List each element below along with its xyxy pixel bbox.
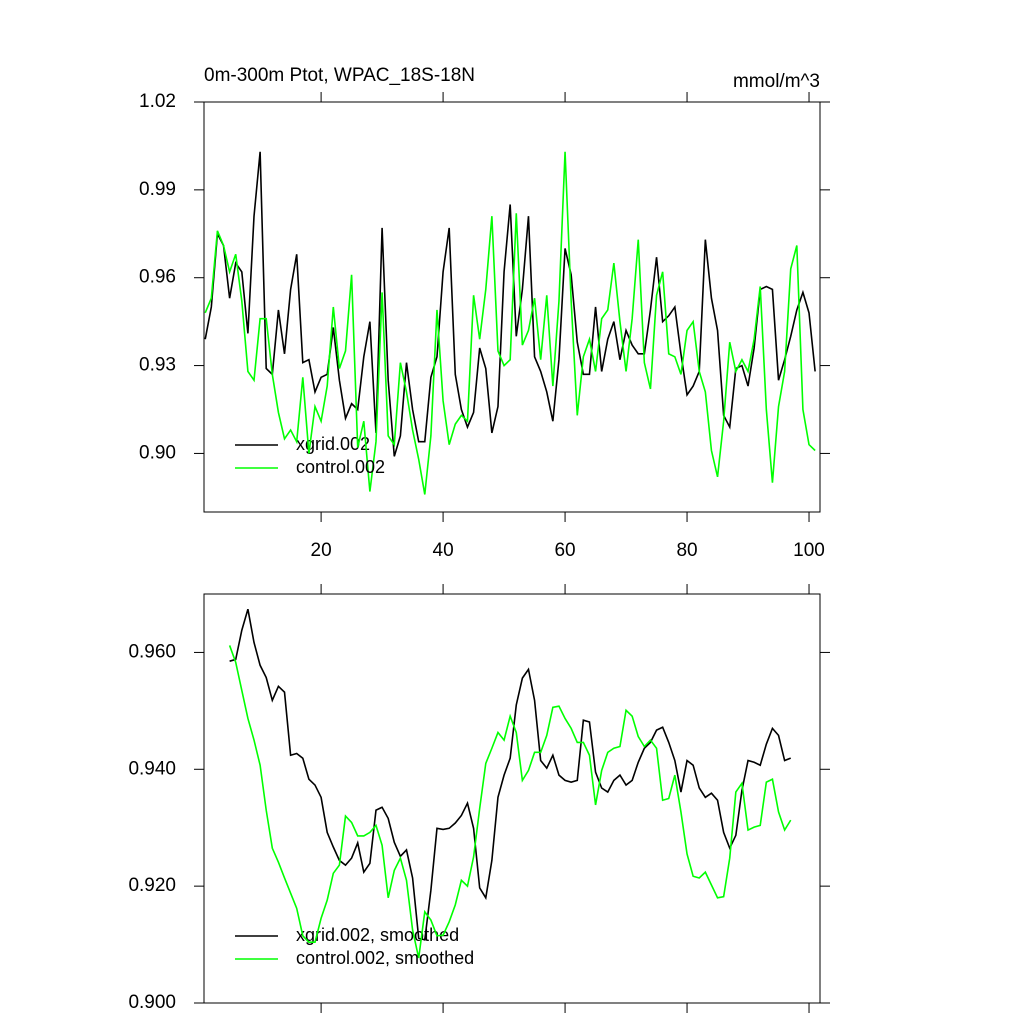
y-tick-label: 0.920: [128, 875, 176, 896]
series-line: [229, 608, 792, 941]
y-tick-label: 0.940: [128, 758, 176, 779]
x-tick-label: 20: [311, 540, 332, 561]
x-tick-label: 80: [676, 540, 697, 561]
series-line: [204, 151, 816, 495]
plot-frame: [203, 593, 821, 1004]
units-label: mmol/m^3: [733, 71, 820, 92]
series-line: [204, 151, 816, 457]
legend-label: control.002: [296, 457, 385, 477]
legend-label: xgrid.002, smoothed: [296, 925, 459, 945]
x-tick-label: 100: [793, 540, 825, 561]
y-tick-label: 0.96: [139, 267, 176, 288]
legend-label: xgrid.002: [296, 434, 370, 454]
y-tick-label: 0.960: [128, 641, 176, 662]
y-tick-label: 0.93: [139, 355, 176, 376]
y-tick-label: 0.900: [128, 992, 176, 1013]
legend-label: control.002, smoothed: [296, 948, 474, 968]
plot-frame: [203, 101, 821, 513]
x-tick-label: 60: [554, 540, 575, 561]
y-tick-label: 0.99: [139, 179, 176, 200]
y-tick-label: 0.90: [139, 442, 176, 463]
y-tick-label: 1.02: [139, 91, 176, 112]
x-tick-label: 40: [433, 540, 454, 561]
series-line: [228, 645, 792, 959]
chart-title: 0m-300m Ptot, WPAC_18S-18N: [204, 65, 475, 86]
